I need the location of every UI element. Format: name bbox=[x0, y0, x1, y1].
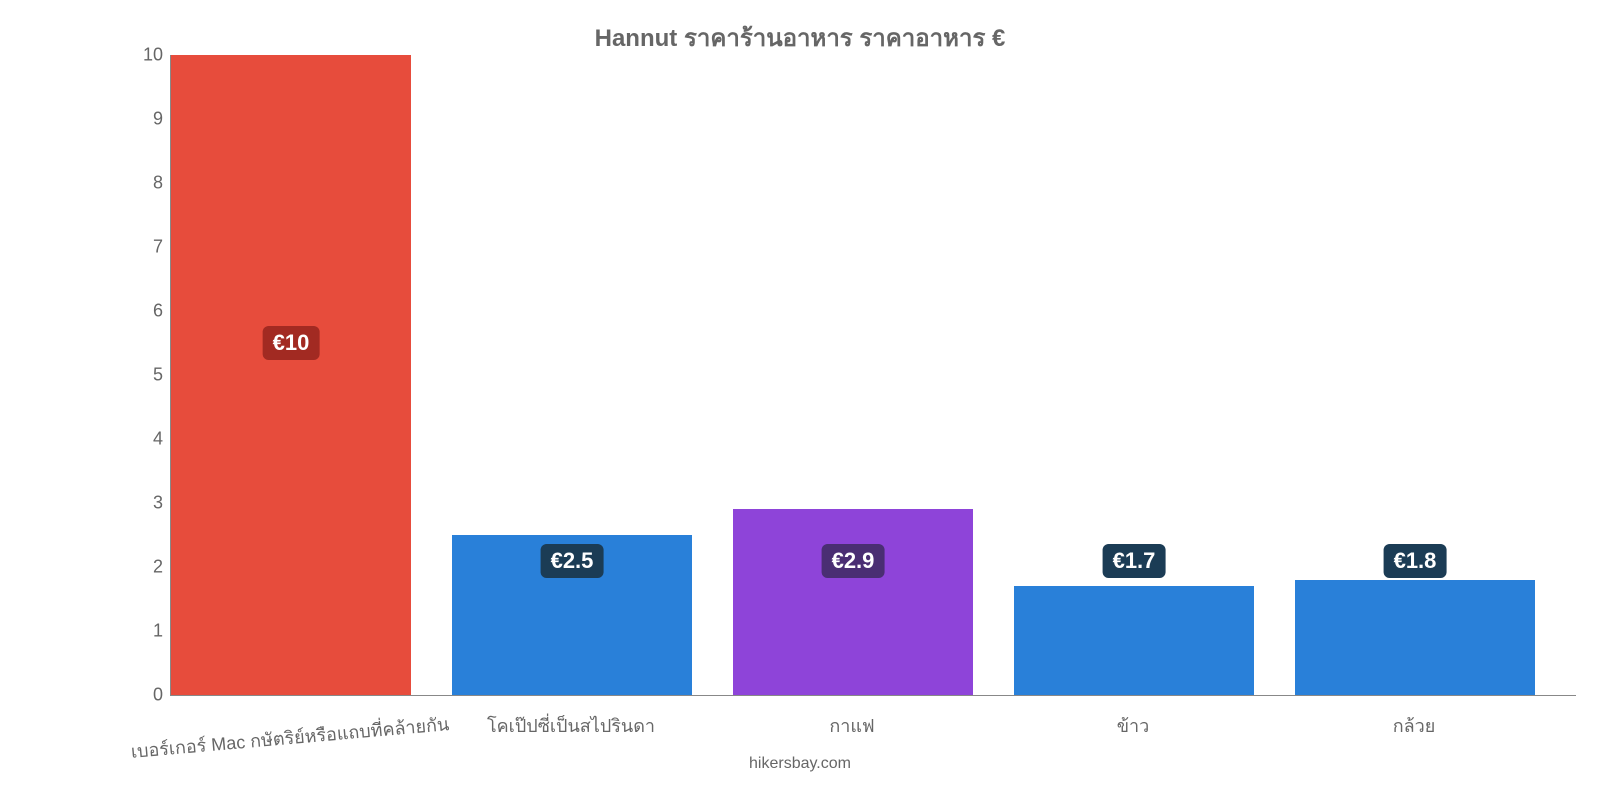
y-axis-tick: 5 bbox=[153, 365, 171, 386]
x-axis-label: กาแฟ bbox=[829, 711, 874, 740]
y-axis-tick: 4 bbox=[153, 429, 171, 450]
y-axis-tick: 7 bbox=[153, 237, 171, 258]
bar-value-badge: €10 bbox=[263, 326, 320, 360]
bar bbox=[1014, 586, 1254, 695]
price-bar-chart: Hannut ราคาร้านอาหาร ราคาอาหาร € 0 1 2 3 4 5 6… bbox=[0, 0, 1600, 800]
chart-title: Hannut ราคาร้านอาหาร ราคาอาหาร € bbox=[0, 18, 1600, 57]
y-axis-tick: 1 bbox=[153, 621, 171, 642]
bar-value-badge: €2.9 bbox=[822, 544, 885, 578]
y-axis-tick: 0 bbox=[153, 685, 171, 706]
y-axis-tick: 10 bbox=[143, 45, 171, 66]
x-axis-label: กล้วย bbox=[1393, 711, 1436, 740]
plot-area: 012345678910€10€2.5€2.9€1.7€1.8 bbox=[170, 55, 1576, 696]
x-axis-label: ข้าว bbox=[1117, 711, 1150, 740]
bar bbox=[171, 55, 411, 695]
y-axis-tick: 8 bbox=[153, 173, 171, 194]
bar-value-badge: €1.7 bbox=[1103, 544, 1166, 578]
bar bbox=[733, 509, 973, 695]
y-axis-tick: 2 bbox=[153, 557, 171, 578]
bar bbox=[1295, 580, 1535, 695]
y-axis-tick: 9 bbox=[153, 109, 171, 130]
credit-text: hikersbay.com bbox=[749, 755, 851, 773]
y-axis-tick: 6 bbox=[153, 301, 171, 322]
x-axis-label: โคเป๊ปซี่เป็นสไปรินดา bbox=[487, 711, 655, 740]
x-axis-label: เบอร์เกอร์ Mac กษัตริย์หรือแถบที่คล้ายกั… bbox=[130, 709, 451, 766]
bar-value-badge: €2.5 bbox=[541, 544, 604, 578]
y-axis-tick: 3 bbox=[153, 493, 171, 514]
bar-value-badge: €1.8 bbox=[1384, 544, 1447, 578]
